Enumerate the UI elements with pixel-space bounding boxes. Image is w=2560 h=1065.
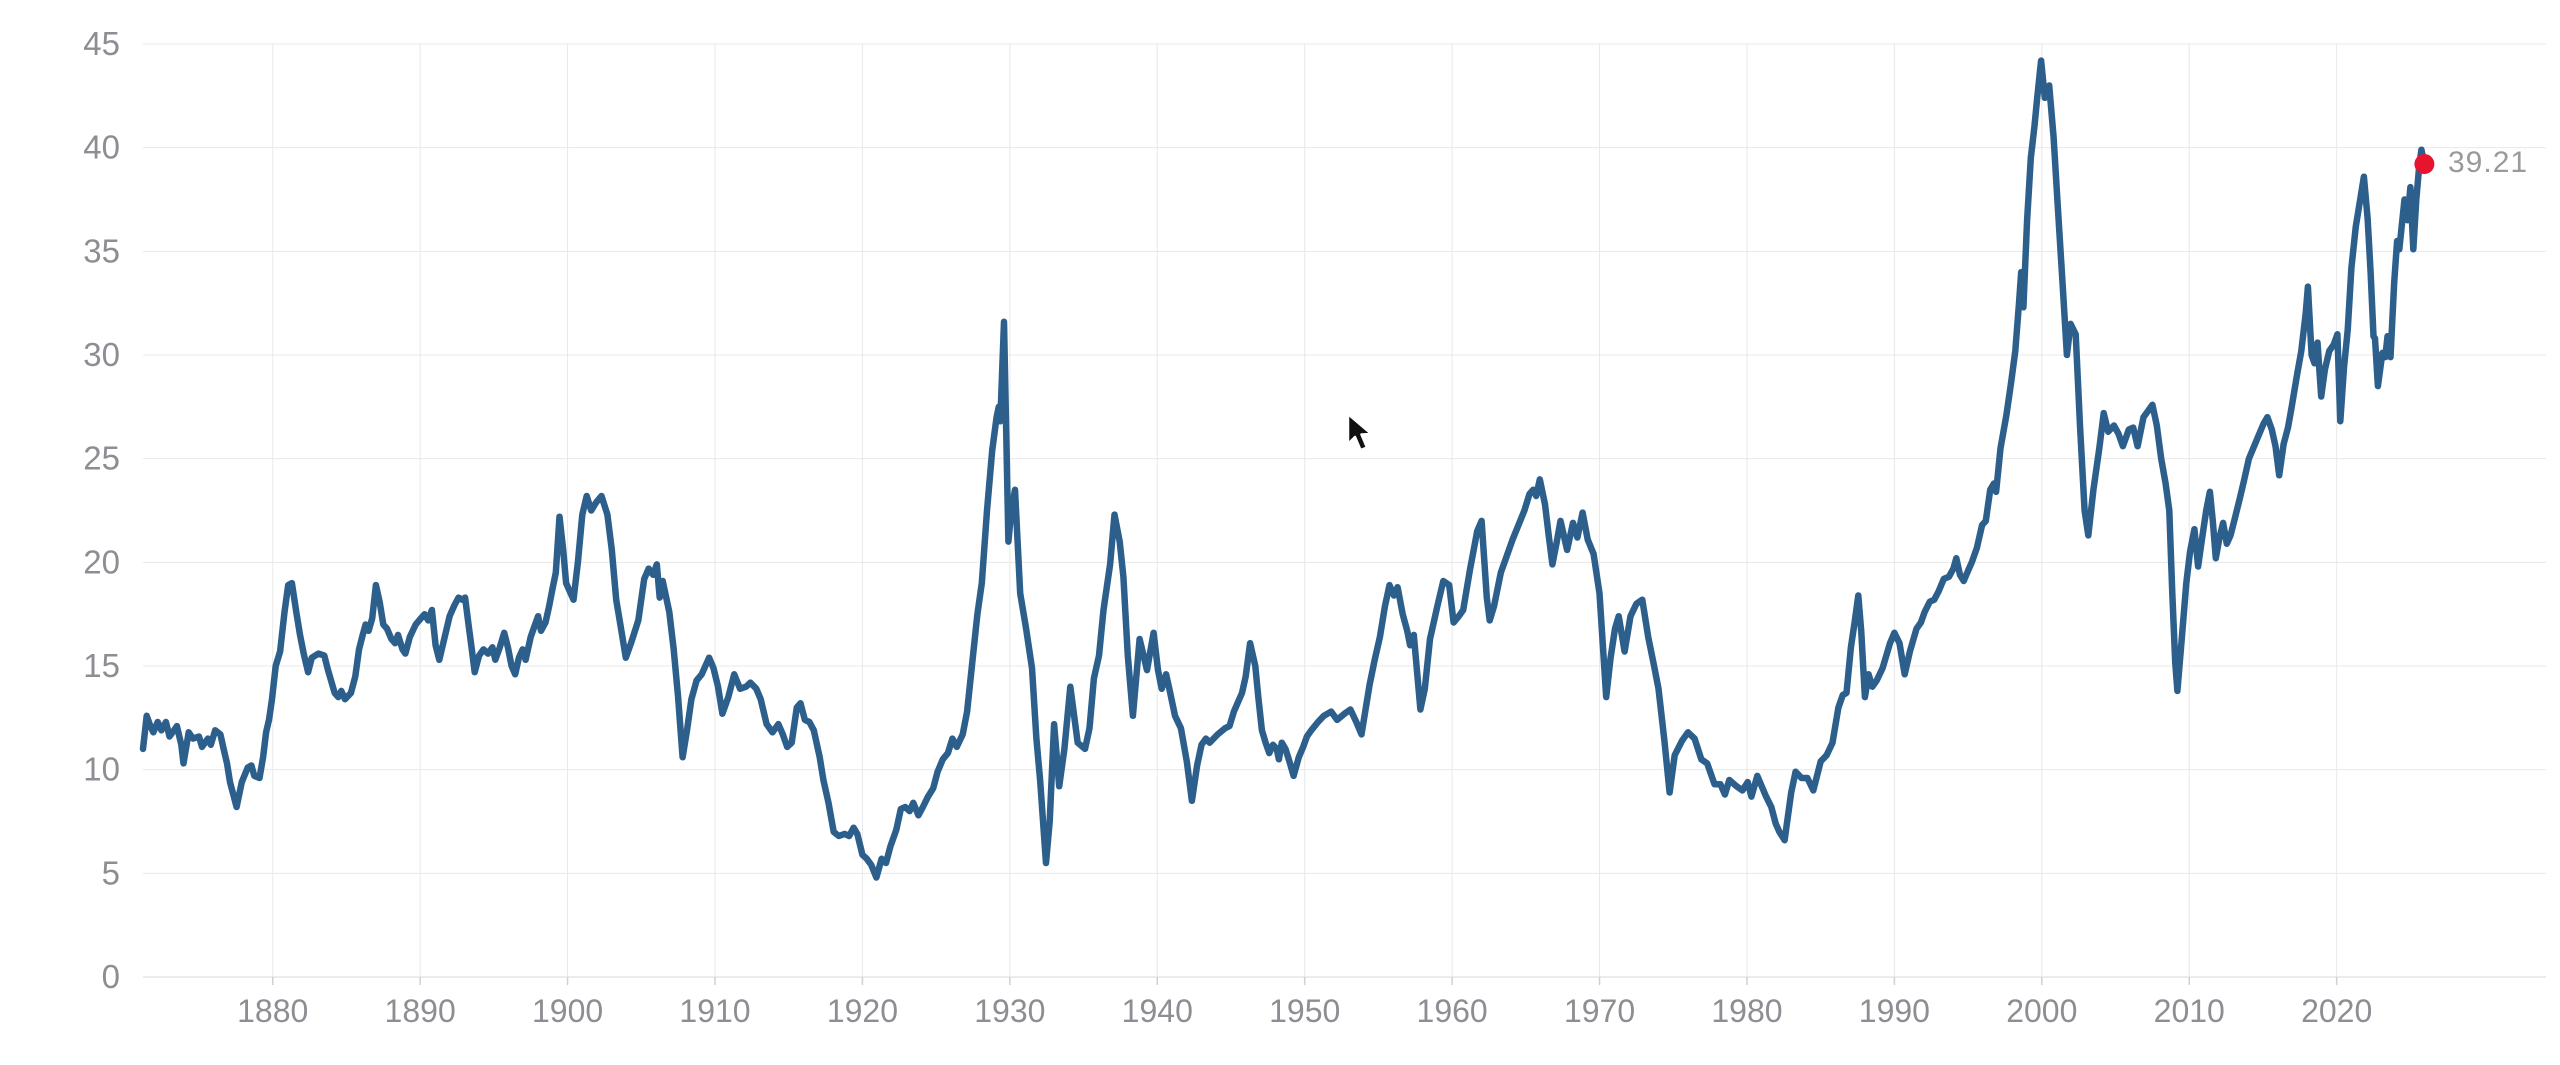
x-axis-tick-label: 1970	[1564, 993, 1635, 1029]
y-axis-tick-label: 10	[83, 751, 120, 788]
x-axis-tick-label: 1950	[1269, 993, 1340, 1029]
axis-layer: 0 5 10 15 20 25 30 35 40 45 1880 1890 1900 1910 1920 19…	[83, 25, 2372, 1029]
y-axis-tick-label: 20	[83, 543, 120, 580]
y-axis-tick-label: 35	[83, 232, 120, 269]
current-value-dot	[2414, 154, 2435, 175]
x-axis-tick-label: 2010	[2154, 993, 2225, 1029]
y-axis-tick-label: 5	[102, 854, 120, 891]
x-axis-tick-label: 1960	[1417, 993, 1488, 1029]
x-axis-tick-label: 1890	[385, 993, 456, 1029]
x-axis-tick-label: 2020	[2301, 993, 2372, 1029]
y-axis-tick-label: 30	[83, 336, 120, 373]
x-axis-tick-label: 1880	[237, 993, 308, 1029]
y-axis-tick-label: 45	[83, 25, 120, 62]
x-axis-tick-label: 1920	[827, 993, 898, 1029]
y-axis-tick-label: 15	[83, 647, 120, 684]
y-axis-tick-label: 0	[102, 958, 120, 995]
series-line	[139, 57, 2428, 881]
x-axis-tick-label: 1910	[679, 993, 750, 1029]
current-value-label: 39.21	[2448, 146, 2529, 179]
x-axis-tick-label: 1980	[1711, 993, 1782, 1029]
grid-layer	[143, 43, 2546, 985]
x-axis-tick-label: 1940	[1122, 993, 1193, 1029]
y-axis-tick-label: 25	[83, 440, 120, 477]
mouse-cursor-icon	[1346, 412, 1373, 452]
x-axis-tick-label: 1930	[974, 993, 1045, 1029]
x-axis-tick-label: 1900	[532, 993, 603, 1029]
x-axis-tick-label: 1990	[1859, 993, 1930, 1029]
series-layer	[139, 57, 2435, 881]
x-axis-tick-label: 2000	[2006, 993, 2077, 1029]
y-axis-tick-label: 40	[83, 129, 120, 166]
cursor-arrow	[1346, 412, 1373, 452]
